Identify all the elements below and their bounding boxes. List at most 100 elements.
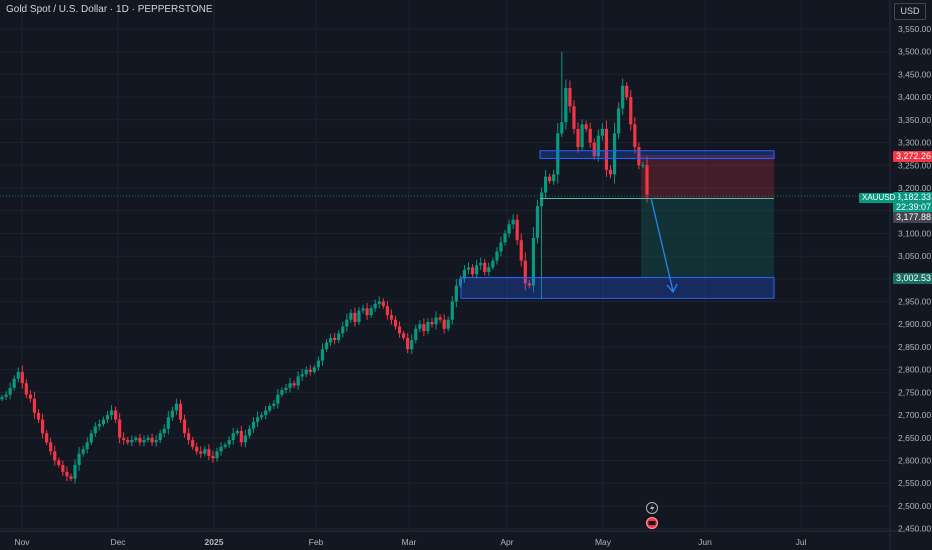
candle-body	[191, 440, 195, 447]
candle	[158, 429, 162, 444]
stop-loss-price-tag: 3,272.26	[893, 151, 932, 162]
resistance-zone[interactable]	[539, 150, 775, 159]
candle-body	[458, 278, 462, 286]
candle-body	[568, 88, 572, 107]
candle	[320, 343, 325, 366]
candle-body	[24, 383, 28, 395]
candle-body	[438, 317, 442, 320]
overlay-layer[interactable]	[0, 150, 890, 529]
candle	[454, 278, 458, 308]
candle	[251, 417, 256, 433]
symbol-title[interactable]: Gold Spot / U.S. Dollar · 1D · PEPPERSTO…	[6, 4, 213, 15]
candle-body	[333, 337, 337, 341]
candle-body	[402, 333, 406, 338]
candle	[113, 406, 118, 423]
candle	[308, 365, 312, 376]
candle-body	[260, 415, 264, 418]
candle-body	[596, 135, 600, 157]
candle-body	[442, 319, 446, 329]
candle-body	[580, 124, 584, 148]
candle	[215, 447, 219, 462]
candle-body	[515, 219, 519, 241]
candle-body	[28, 394, 32, 399]
candle	[126, 436, 130, 446]
candle-body	[65, 471, 69, 477]
candle	[272, 400, 276, 409]
candle-body	[608, 169, 613, 175]
candle	[36, 408, 41, 423]
candle	[69, 473, 73, 482]
candle-body	[393, 319, 398, 327]
price-tick-label: 2,750.00	[898, 387, 931, 397]
candle	[247, 425, 252, 439]
candle-body	[280, 390, 284, 395]
time-axis[interactable]	[0, 531, 890, 550]
candle	[584, 120, 588, 133]
candle	[300, 368, 304, 382]
time-tick-label: Apr	[500, 537, 513, 547]
candle	[617, 102, 621, 139]
candle-body	[8, 387, 12, 395]
price-tick-label: 2,850.00	[898, 342, 931, 352]
candle-body	[381, 301, 385, 307]
candle	[377, 296, 381, 309]
candle-body	[12, 378, 16, 388]
candle-body	[531, 237, 536, 286]
candle-body	[264, 410, 268, 416]
candle	[491, 257, 495, 270]
currency-button[interactable]: USD	[894, 3, 926, 20]
candle-body	[0, 396, 4, 400]
candle	[458, 275, 462, 289]
price-tick-label: 3,500.00	[898, 47, 931, 57]
candle	[268, 403, 272, 413]
price-tick-label: 3,300.00	[898, 138, 931, 148]
candle	[142, 435, 146, 447]
price-tick-label: 2,700.00	[898, 410, 931, 420]
candle-body	[422, 324, 426, 332]
target-price-tag: 3,002.53	[893, 273, 932, 284]
candle	[519, 233, 523, 267]
price-tick-label: 2,500.00	[898, 501, 931, 511]
short-position-risk-area[interactable]	[641, 155, 774, 199]
candle	[146, 435, 150, 443]
support-zone[interactable]	[460, 276, 775, 299]
drawing-layer[interactable]	[641, 155, 774, 278]
candle	[361, 304, 365, 314]
candle	[8, 382, 12, 400]
candle-body	[389, 315, 394, 320]
candle-body	[81, 449, 85, 454]
candle	[276, 388, 280, 409]
candle-body	[284, 387, 288, 391]
candle	[487, 262, 491, 277]
candle	[118, 413, 122, 444]
candle	[564, 79, 568, 130]
candle	[462, 264, 467, 283]
short-position-reward-area[interactable]	[641, 198, 774, 278]
price-tick-label: 3,250.00	[898, 160, 931, 170]
symbol-price-label[interactable]: XAUUSD	[859, 193, 899, 203]
lightning-icon[interactable]	[646, 502, 658, 514]
candle	[604, 120, 609, 177]
current-price-tag: 3,182.33	[893, 192, 932, 203]
time-tick-label: Feb	[309, 537, 324, 547]
candle-body	[418, 324, 422, 329]
candle	[393, 315, 398, 330]
candle-body	[499, 242, 503, 252]
candle	[580, 119, 584, 152]
candle-body	[406, 337, 410, 350]
projection-arrow[interactable]	[650, 197, 674, 292]
candle	[629, 90, 633, 131]
candle-body	[588, 128, 592, 143]
candle-body	[353, 312, 357, 322]
candle	[166, 410, 170, 435]
candle-body	[564, 88, 568, 123]
candle	[195, 442, 199, 455]
candle-body	[397, 326, 402, 334]
candle	[349, 309, 353, 323]
candle-body	[207, 449, 211, 456]
candle-body	[320, 349, 325, 361]
candle	[535, 199, 540, 244]
earnings-marker-icon[interactable]	[646, 517, 658, 529]
candle-body	[466, 267, 471, 270]
